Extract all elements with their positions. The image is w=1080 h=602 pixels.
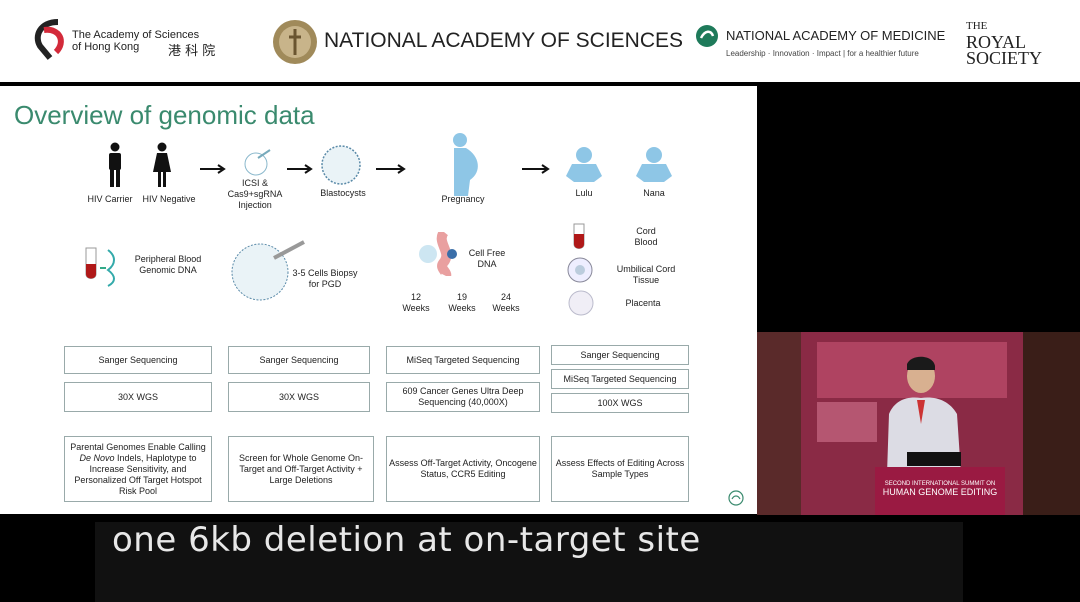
- male-person-icon: [109, 142, 121, 187]
- speaker-video: SECOND INTERNATIONAL SUMMIT ON HUMAN GEN…: [757, 332, 1080, 515]
- nas-name: NATIONAL ACADEMY OF SCIENCES: [324, 29, 684, 52]
- col4-miseq-box: MiSeq Targeted Sequencing: [551, 369, 689, 389]
- pregnant-woman-icon: [453, 133, 478, 196]
- laptop: [907, 452, 961, 466]
- col2-wgs-box: 30X WGS: [228, 382, 370, 412]
- logo-header: The Academy of Sciences of Hong Kong 港 科…: [0, 0, 1080, 82]
- cell-free-dna-label: Cell Free DNA: [468, 248, 506, 269]
- icsi-label: ICSI & Cas9+sgRNA Injection: [227, 178, 283, 210]
- weeks-24-label: 24 Weeks: [492, 292, 520, 313]
- blastocysts-label: Blastocysts: [320, 188, 366, 198]
- arrow-right-icon: [376, 164, 406, 174]
- col4-sanger-box: Sanger Sequencing: [551, 345, 689, 365]
- col2-sequencing-box: Sanger Sequencing: [228, 346, 370, 374]
- lulu-label: Lulu: [575, 188, 593, 198]
- hk-academy-name: The Academy of Sciences of Hong Kong: [72, 29, 199, 53]
- baby-nana-icon: [636, 147, 672, 182]
- cell-biopsy-icon: [231, 240, 305, 301]
- podium: SECOND INTERNATIONAL SUMMIT ON HUMAN GEN…: [875, 467, 1005, 515]
- col1-desc-em: De Novo: [79, 452, 115, 463]
- female-person-icon: [153, 142, 171, 187]
- nam-logo-icon: [696, 25, 718, 47]
- col4-description-box: Assess Effects of Editing Across Sample …: [551, 436, 689, 502]
- umbilical-cord-icon: [567, 257, 593, 283]
- placenta-label: Placenta: [625, 298, 661, 308]
- blastocyst-icon: [321, 145, 361, 185]
- col4-wgs-box: 100X WGS: [551, 393, 689, 413]
- embryo-injection-icon: [244, 149, 271, 176]
- placenta-icon: [568, 290, 594, 316]
- presentation-slide: Overview of genomic data HIV Carrier HIV…: [0, 86, 757, 514]
- peripheral-blood-label: Peripheral Blood Genomic DNA: [134, 254, 202, 275]
- cord-blood-tube-icon: [573, 223, 585, 249]
- blood-tube-dna-icon: [85, 247, 115, 287]
- hiv-carrier-label: HIV Carrier: [87, 194, 133, 204]
- weeks-12-label: 12 Weeks: [402, 292, 430, 313]
- weeks-19-label: 19 Weeks: [448, 292, 476, 313]
- backdrop-panel: [817, 402, 877, 442]
- arrow-right-icon: [287, 164, 313, 174]
- col1-description-box: Parental Genomes Enable Calling De Novo …: [64, 436, 212, 502]
- royal-society-line3: SOCIETY: [966, 48, 1042, 68]
- podium-line2: HUMAN GENOME EDITING: [882, 487, 998, 497]
- col1-desc-pre: Parental Genomes Enable Calling: [70, 441, 206, 452]
- hiv-negative-label: HIV Negative: [142, 194, 196, 204]
- arrow-right-icon: [522, 164, 550, 174]
- royal-society-logo: THE ROYAL SOCIETY: [966, 18, 1042, 68]
- hk-academy-chinese: 港 科 院: [168, 44, 216, 59]
- royal-society-line1: THE: [966, 20, 988, 32]
- nas-seal-icon: [273, 20, 317, 64]
- col3-deep-sequencing-box: 609 Cancer Genes Ultra Deep Sequencing (…: [386, 382, 540, 412]
- backdrop-dark-side: [1023, 332, 1080, 515]
- umbilical-cord-label: Umbilical Cord Tissue: [616, 264, 676, 285]
- col1-wgs-box: 30X WGS: [64, 382, 212, 412]
- nam-name: NATIONAL ACADEMY OF MEDICINE: [726, 28, 946, 43]
- col3-sequencing-box: MiSeq Targeted Sequencing: [386, 346, 540, 374]
- biopsy-label: 3-5 Cells Biopsy for PGD: [292, 268, 358, 289]
- pregnancy-label: Pregnancy: [441, 194, 485, 204]
- nam-tagline: Leadership · Innovation · Impact | for a…: [726, 49, 919, 58]
- col3-description-box: Assess Off-Target Activity, Oncogene Sta…: [386, 436, 540, 502]
- subtitle-bar: [95, 522, 963, 602]
- hk-academy-logo-icon: [34, 19, 64, 60]
- nana-label: Nana: [643, 188, 665, 198]
- col1-desc-post: Indels, Haplotype to Increase Sensitivit…: [74, 452, 202, 496]
- cord-blood-label: Cord Blood: [634, 226, 658, 247]
- subtitle-caption: one 6kb deletion at on-target site: [112, 520, 701, 560]
- hk-academy-line2: of Hong Kong: [72, 41, 140, 53]
- slide-title: Overview of genomic data: [14, 100, 315, 130]
- cell-free-dna-icon: [419, 232, 457, 276]
- podium-line1: SECOND INTERNATIONAL SUMMIT ON: [884, 481, 996, 487]
- col2-description-box: Screen for Whole Genome On-Target and Of…: [228, 436, 374, 502]
- arrow-right-icon: [200, 164, 226, 174]
- col1-sequencing-box: Sanger Sequencing: [64, 346, 212, 374]
- baby-lulu-icon: [566, 147, 602, 182]
- hk-academy-line1: The Academy of Sciences: [72, 29, 200, 41]
- royal-society-line2: ROYAL: [966, 32, 1027, 52]
- slide-corner-logo-icon: [728, 490, 744, 506]
